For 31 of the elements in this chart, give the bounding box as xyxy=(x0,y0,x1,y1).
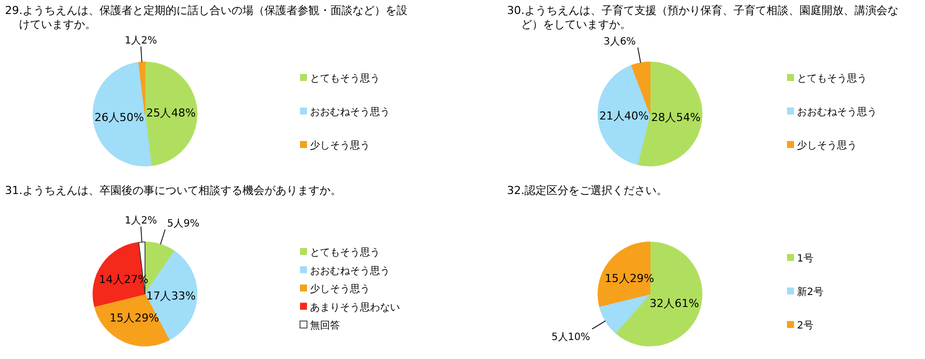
legend-label: あまりそう思わない xyxy=(310,302,400,314)
legend-label: おおむねそう思う xyxy=(310,266,390,277)
data-label: 28人54% xyxy=(651,111,701,124)
legend-label: おおむねそう思う xyxy=(797,107,877,118)
data-label: 26人50% xyxy=(94,111,144,124)
legend-label: 新2号 xyxy=(797,286,824,298)
legend-label: 少しそう思う xyxy=(310,283,370,295)
legend-label: とてもそう思う xyxy=(310,74,380,84)
data-label: 1人2% xyxy=(124,36,158,47)
legend-label: とてもそう思う xyxy=(310,248,380,258)
chart-title: 31.ようちえんは、卒園後の事について相談する機会がありますか。 xyxy=(5,184,342,198)
legend-label: 少しそう思う xyxy=(310,140,370,152)
legend-label: おおむねそう思う xyxy=(310,107,390,118)
chart-title: 29.ようちえんは、保護者と定期的に話し合いの場（保護者参観・面談など）を設けていますか。 xyxy=(5,4,408,32)
legend-label: 2号 xyxy=(797,320,814,332)
legend-label: 無回答 xyxy=(310,320,340,332)
data-label: 32人61% xyxy=(650,297,700,310)
data-label: 25人48% xyxy=(146,106,196,120)
data-label: 5人10% xyxy=(552,332,590,343)
legend-label: とてもそう思う xyxy=(797,74,867,84)
data-label: 21人40% xyxy=(599,110,649,123)
data-label: 3人6% xyxy=(604,36,636,48)
legend-label: 少しそう思う xyxy=(797,140,857,152)
data-label: 15人29% xyxy=(604,272,654,285)
data-label: 5人9% xyxy=(167,218,200,230)
legend-label: 1号 xyxy=(797,254,814,264)
chart-title: 32.認定区分をご選択ください。 xyxy=(507,184,668,198)
data-label: 1人2% xyxy=(124,216,158,227)
data-label: 17人33% xyxy=(146,290,196,303)
data-label: 15人29% xyxy=(110,312,160,325)
chart-title: 30.ようちえんは、子育て支援（預かり保育、子育て相談、園庭開放、講演会など）をしていますか。 xyxy=(507,4,900,32)
